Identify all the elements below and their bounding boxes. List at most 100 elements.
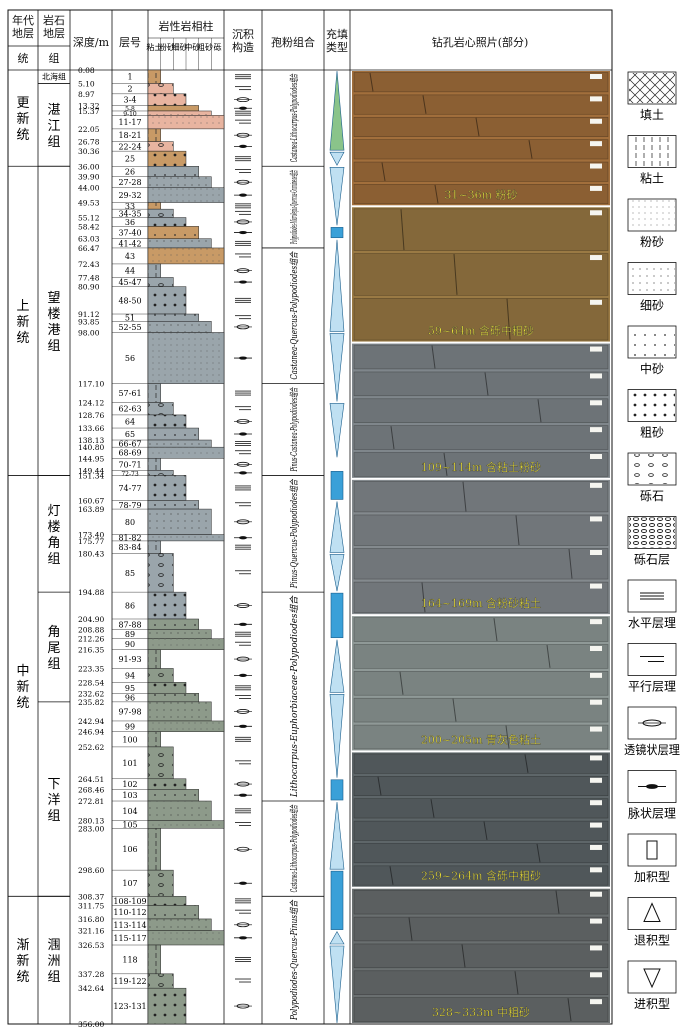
lithology-pattern bbox=[148, 447, 224, 459]
lith-subheader: 中砂 bbox=[184, 42, 200, 52]
core-photo-background bbox=[352, 207, 610, 342]
parallel-bedding-icon bbox=[235, 253, 251, 258]
retrogradational-fill-icon bbox=[329, 70, 345, 151]
core-tag bbox=[590, 74, 602, 79]
legend-item: 细砂 bbox=[627, 262, 677, 313]
legend-pattern bbox=[629, 136, 675, 167]
depth-label: 180.43 bbox=[78, 549, 104, 558]
depth-label: 204.90 bbox=[78, 615, 104, 624]
core-photo: 328~333m 中粗砂 bbox=[352, 888, 610, 1023]
lithology-pattern bbox=[148, 778, 186, 790]
core-tag bbox=[590, 210, 602, 216]
lithology-pattern bbox=[148, 458, 161, 471]
header-sedimentary: 沉积 构造 bbox=[224, 28, 262, 54]
depth-label: 228.54 bbox=[78, 678, 104, 687]
layer-label: 80 bbox=[125, 518, 135, 527]
aggradational-fill-icon bbox=[330, 592, 344, 639]
header-depth: 深度/m bbox=[72, 36, 110, 49]
core-tag bbox=[590, 400, 602, 406]
layer-label: 86 bbox=[125, 602, 135, 611]
core-tag bbox=[590, 482, 602, 488]
horizontal-bedding-icon bbox=[235, 441, 251, 447]
system-label: 更 bbox=[16, 96, 29, 111]
depth-label: 39.90 bbox=[78, 173, 100, 182]
horizontal-bedding-icon bbox=[235, 808, 251, 814]
lithology-pattern bbox=[148, 217, 186, 227]
depth-label: 208.88 bbox=[78, 626, 104, 635]
layer-label: 68-69 bbox=[118, 449, 141, 458]
layer-label: 65 bbox=[125, 430, 135, 439]
depth-label: 63.03 bbox=[78, 235, 100, 244]
core-fracture bbox=[408, 917, 413, 941]
flaser-bedding-icon bbox=[234, 793, 252, 797]
lithology-pattern bbox=[148, 820, 224, 829]
legend-label: 脉状层理 bbox=[628, 806, 676, 821]
legend-pattern bbox=[629, 200, 675, 230]
lenticular-bedding-icon bbox=[234, 132, 252, 138]
core-tag bbox=[590, 918, 602, 924]
core-tray-row bbox=[353, 139, 609, 160]
core-photo: 259~264m 含砾中粗砂 bbox=[352, 752, 610, 887]
core-tag bbox=[590, 777, 602, 783]
formation-label: 组 bbox=[47, 339, 60, 354]
layer-label: 119-122 bbox=[113, 977, 146, 986]
core-tray-row bbox=[353, 94, 609, 115]
lithology-pattern bbox=[148, 618, 199, 630]
core-tag bbox=[590, 646, 602, 651]
parallel-bedding-icon bbox=[235, 169, 251, 173]
legend-label: 进积型 bbox=[634, 997, 670, 1011]
header-photo: 钻孔岩心照片(部分) bbox=[431, 36, 529, 49]
lithology-pattern bbox=[148, 720, 224, 732]
parallel-bedding-icon bbox=[235, 641, 251, 646]
core-tray-row bbox=[353, 843, 609, 864]
layer-label: 66-67 bbox=[118, 440, 141, 449]
core-fracture bbox=[389, 866, 394, 885]
depth-label: 124.12 bbox=[78, 398, 104, 407]
lithology-pattern bbox=[148, 247, 224, 264]
core-fracture bbox=[568, 548, 573, 579]
core-photo-caption: 200~205m 青灰色粘土 bbox=[421, 732, 541, 746]
pollen-zone-label: Polypodiodes-Quercus-Pinus组合 bbox=[289, 900, 300, 1021]
parallel-bedding-icon bbox=[235, 119, 251, 124]
core-fracture bbox=[528, 140, 533, 159]
lenticular-bedding-icon bbox=[234, 922, 252, 928]
core-fracture bbox=[461, 944, 466, 968]
lithology-pattern bbox=[148, 286, 186, 315]
aggradational-fill-icon bbox=[330, 870, 344, 930]
layer-label: 26 bbox=[125, 168, 135, 177]
header-era: 年代 地层 bbox=[8, 14, 38, 40]
core-tag bbox=[590, 867, 602, 873]
lithology-pattern bbox=[148, 277, 174, 287]
lithology-pattern bbox=[148, 905, 199, 919]
formation-label: 灯 bbox=[47, 504, 60, 519]
depth-label: 316.80 bbox=[78, 915, 104, 924]
core-photo: 164~169m 含粉砂粘土 bbox=[352, 479, 610, 615]
pollen-zone-label: Lithocarpus-Euphorbiaceae-Polypodiodes组合 bbox=[289, 595, 300, 798]
horizontal-bedding-icon bbox=[235, 110, 251, 116]
depth-label: 8.97 bbox=[78, 90, 95, 99]
lithology-pattern bbox=[148, 553, 174, 593]
core-photo: 200~205m 青灰色粘土 bbox=[352, 616, 610, 751]
core-tray-row bbox=[353, 581, 609, 613]
depth-label: 117.10 bbox=[78, 380, 104, 389]
lith-subheader: 细砂 bbox=[172, 42, 188, 52]
parallel-bedding-icon bbox=[235, 406, 251, 411]
formation-label: 楼 bbox=[47, 520, 60, 535]
pollen-zone-label: Castanea-Lithocarpus-Polypodiodes组合 bbox=[289, 805, 300, 893]
layer-label: 83-84 bbox=[118, 543, 141, 552]
lenticular-bedding-icon bbox=[234, 519, 252, 525]
depth-label: 93.85 bbox=[78, 317, 100, 326]
pollen-zone-label: Castanea-Lithocarpus-Polypodiodes组合 bbox=[289, 74, 300, 163]
core-fracture bbox=[421, 582, 426, 613]
system-label: 中 bbox=[16, 664, 29, 679]
parallel-bedding-icon bbox=[235, 822, 251, 826]
depth-label: 5.10 bbox=[78, 79, 95, 88]
lithology-pattern bbox=[148, 540, 161, 554]
horizontal-bedding-icon bbox=[235, 297, 251, 303]
core-photo-background bbox=[352, 616, 610, 751]
lithology-pattern bbox=[148, 668, 174, 683]
depth-label: 58.42 bbox=[78, 222, 100, 231]
layer-label: 90 bbox=[125, 640, 135, 649]
legend-item: 砾石层 bbox=[627, 516, 677, 567]
layer-label: 106 bbox=[122, 845, 137, 854]
